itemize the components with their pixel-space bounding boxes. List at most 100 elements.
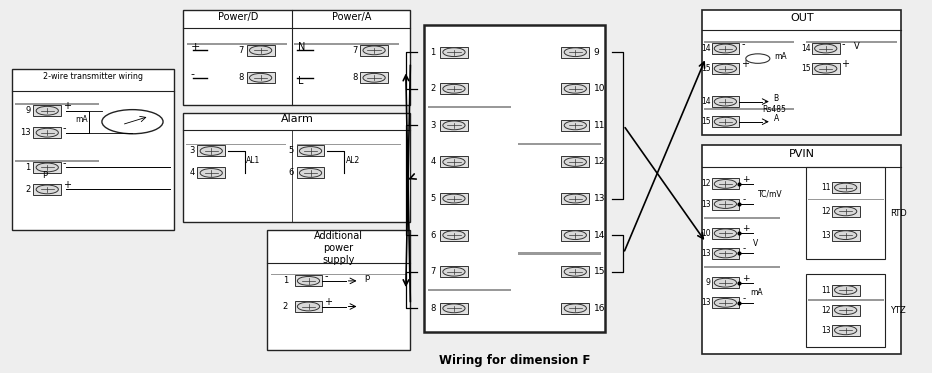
Circle shape [564,48,586,57]
Text: AL1: AL1 [246,156,261,165]
Bar [440,83,468,94]
Text: +: + [842,59,849,69]
Circle shape [834,306,857,314]
Text: 1: 1 [25,163,31,172]
Text: 7: 7 [239,46,244,55]
Bar [15,160,99,162]
Bar [295,275,322,286]
Circle shape [443,231,465,239]
Circle shape [714,117,736,126]
Text: 13: 13 [20,128,31,137]
Text: V: V [854,42,859,51]
Bar [711,116,739,127]
Circle shape [102,110,163,134]
Circle shape [36,185,59,194]
Text: 5: 5 [431,194,435,203]
Text: -: - [324,272,328,282]
Text: 4: 4 [431,157,435,166]
Circle shape [564,121,586,130]
Text: 11: 11 [821,286,830,295]
Bar [424,25,605,332]
Text: 7: 7 [430,267,435,276]
Text: TC/mV: TC/mV [758,189,783,198]
Circle shape [714,64,736,73]
Circle shape [36,128,59,137]
Text: 2: 2 [431,84,435,93]
Bar [711,63,739,74]
Circle shape [714,179,736,188]
Bar [270,273,406,275]
Bar [295,43,399,45]
Circle shape [714,278,736,287]
Text: 10: 10 [701,229,710,238]
Text: 14: 14 [802,44,811,53]
Bar [711,297,739,308]
Text: -: - [63,123,66,133]
Bar [184,10,410,105]
Bar [297,144,402,145]
Text: 13: 13 [821,231,830,239]
Text: +: + [63,101,71,111]
Text: 6: 6 [289,169,294,178]
Bar [247,45,275,56]
Text: Wiring for dimension F: Wiring for dimension F [439,354,590,367]
Bar [702,10,901,135]
Text: 2: 2 [283,302,288,311]
Text: Additional
power
supply: Additional power supply [314,232,363,265]
Circle shape [250,73,272,82]
Text: PVIN: PVIN [788,149,815,159]
Bar [808,299,884,301]
Bar [711,96,739,107]
Bar [831,325,859,336]
Bar [295,301,322,312]
Text: 14: 14 [594,231,605,239]
Text: 15: 15 [802,64,811,73]
Text: Power/A: Power/A [332,12,371,22]
Text: 15: 15 [701,64,710,73]
Bar [296,145,324,156]
Bar [440,266,468,277]
Text: 1: 1 [431,48,435,57]
Bar [806,273,885,347]
Text: 13: 13 [594,194,606,203]
Text: -: - [742,245,746,254]
Bar [711,43,739,54]
Circle shape [564,304,586,313]
Text: +: + [742,274,749,283]
Bar [440,230,468,241]
Circle shape [200,147,223,156]
Bar [518,142,601,145]
Text: P: P [43,171,48,180]
Text: 9: 9 [594,48,599,57]
Text: 6: 6 [430,231,435,239]
Bar [702,145,901,354]
Circle shape [443,267,465,276]
Text: +: + [741,59,749,69]
Text: Alarm: Alarm [281,115,313,124]
Text: 4: 4 [189,169,195,178]
Bar [711,277,739,288]
Text: +: + [324,297,332,307]
Circle shape [834,183,857,192]
Text: 3: 3 [430,121,435,130]
Text: B: B [774,94,779,103]
Circle shape [714,298,736,307]
Bar [198,167,226,178]
Text: 16: 16 [594,304,606,313]
Bar [806,167,885,259]
Bar [296,167,324,178]
Text: N: N [298,42,306,52]
Circle shape [815,64,837,73]
Text: 12: 12 [821,207,830,216]
Circle shape [564,84,586,93]
Bar [704,266,780,268]
Text: 13: 13 [701,249,710,258]
Bar [440,47,468,58]
Bar [704,217,780,219]
Text: 11: 11 [594,121,606,130]
Text: 8: 8 [239,73,244,82]
Text: +: + [191,42,200,52]
Text: Rs485: Rs485 [762,105,787,114]
Bar [808,198,884,200]
Circle shape [299,147,322,156]
